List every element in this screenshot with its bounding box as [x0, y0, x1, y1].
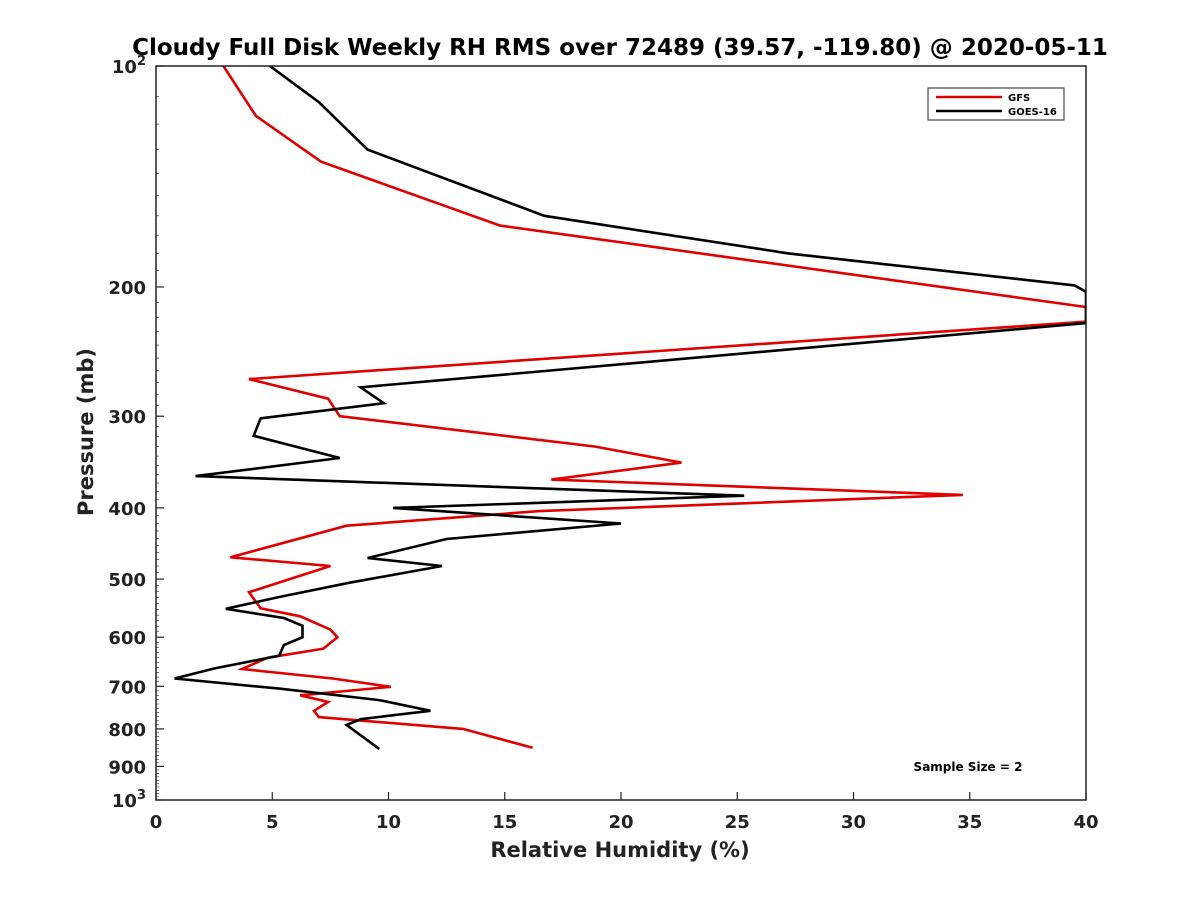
legend-entry-label: GFS	[1008, 93, 1030, 104]
y-tick-label: 400	[108, 499, 146, 520]
y-tick-label: 200	[108, 278, 146, 299]
y-tick-label: 500	[108, 570, 146, 591]
y-axis-label: Pressure (mb)	[74, 348, 98, 516]
x-tick-label: 40	[1073, 812, 1098, 833]
y-tick-label: 300	[108, 407, 146, 428]
x-tick-label: 5	[266, 812, 279, 833]
x-tick-label: 25	[725, 812, 750, 833]
y-tick-exponent: 3	[137, 788, 146, 803]
x-tick-label: 20	[608, 812, 633, 833]
x-axis: 0 5 10 15 20 25 30 35 40	[150, 792, 1099, 833]
legend: GFS GOES-16	[927, 87, 1065, 121]
sample-size-annotation: Sample Size = 2	[914, 760, 1023, 774]
y-tick-label: 103	[112, 788, 146, 812]
x-tick-label: 15	[492, 812, 517, 833]
legend-entry-label: GOES-16	[1008, 107, 1057, 118]
x-tick-label: 0	[150, 812, 163, 833]
x-tick-label: 30	[841, 812, 866, 833]
legend-box	[927, 87, 1065, 121]
y-tick-base: 10	[112, 57, 137, 78]
y-tick-label: 700	[108, 677, 146, 698]
y-tick-label: 600	[108, 628, 146, 649]
y-tick-label: 900	[108, 757, 146, 778]
x-axis-label: Relative Humidity (%)	[490, 838, 749, 862]
y-tick-label: 800	[108, 720, 146, 741]
y-tick-exponent: 2	[137, 54, 146, 69]
series-line-gfs	[222, 66, 1086, 750]
y-tick-label: 102	[112, 54, 146, 78]
x-tick-label: 35	[957, 812, 982, 833]
x-tick-label: 10	[376, 812, 401, 833]
series-layer	[174, 66, 1086, 750]
y-tick-base: 10	[112, 791, 137, 812]
chart-title: Cloudy Full Disk Weekly RH RMS over 7248…	[132, 35, 1108, 61]
series-line-goes-16	[174, 66, 1086, 750]
